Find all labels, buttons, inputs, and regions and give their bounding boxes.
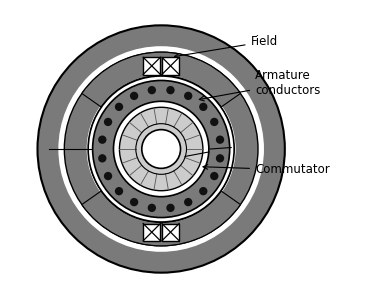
- Circle shape: [210, 118, 218, 126]
- Text: Armature
conductors: Armature conductors: [199, 69, 320, 101]
- Circle shape: [216, 136, 224, 144]
- Circle shape: [130, 92, 138, 100]
- Circle shape: [199, 187, 208, 195]
- Circle shape: [114, 101, 209, 197]
- Wedge shape: [82, 191, 240, 246]
- Circle shape: [142, 130, 181, 168]
- Circle shape: [92, 80, 230, 218]
- Circle shape: [166, 204, 175, 212]
- Circle shape: [87, 74, 236, 224]
- Wedge shape: [82, 52, 240, 107]
- Circle shape: [216, 154, 224, 162]
- Bar: [143, 57, 161, 74]
- Circle shape: [120, 107, 203, 191]
- Circle shape: [115, 103, 123, 111]
- Circle shape: [148, 86, 156, 94]
- Circle shape: [210, 172, 218, 180]
- Circle shape: [98, 154, 107, 162]
- Circle shape: [64, 52, 258, 246]
- Wedge shape: [91, 168, 232, 222]
- Circle shape: [104, 172, 112, 180]
- Wedge shape: [91, 76, 232, 130]
- Bar: [143, 224, 161, 241]
- Circle shape: [88, 76, 234, 222]
- Circle shape: [115, 187, 123, 195]
- Circle shape: [130, 198, 138, 206]
- Text: Field: Field: [175, 35, 278, 58]
- Circle shape: [199, 103, 208, 111]
- Circle shape: [58, 46, 264, 252]
- Circle shape: [37, 25, 285, 273]
- Circle shape: [184, 92, 192, 100]
- Circle shape: [166, 86, 175, 94]
- Circle shape: [104, 118, 112, 126]
- Bar: [162, 224, 179, 241]
- Text: Commutator: Commutator: [203, 163, 330, 176]
- Bar: [162, 57, 179, 74]
- Circle shape: [98, 136, 107, 144]
- Circle shape: [148, 204, 156, 212]
- Circle shape: [184, 198, 192, 206]
